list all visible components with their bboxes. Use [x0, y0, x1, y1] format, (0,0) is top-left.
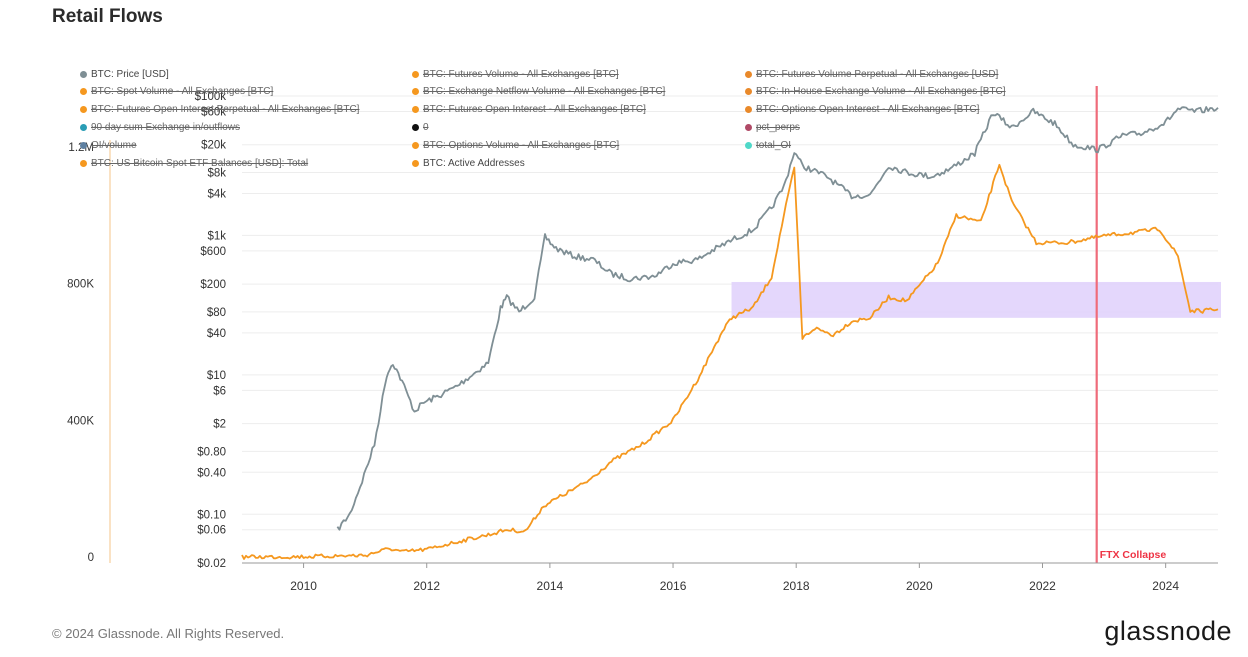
gridlines — [242, 95, 1218, 564]
right-tick-label: $600 — [200, 246, 226, 258]
left-tick-label: 800K — [67, 279, 94, 291]
legend-label: total_OI — [756, 139, 792, 151]
legend-label: pct_perps — [756, 121, 800, 133]
legend-item[interactable]: BTC: Price [USD] — [80, 67, 169, 81]
legend-label: BTC: Futures Open Interest Perpetual - A… — [91, 104, 360, 116]
right-tick-label: $60k — [201, 106, 226, 118]
x-tick-label: 2024 — [1152, 579, 1179, 593]
price-line — [336, 106, 1219, 531]
legend-label: BTC: Futures Volume Perpetual - All Exch… — [756, 68, 999, 80]
right-tick-label: $1k — [207, 230, 226, 242]
x-tick-label: 2014 — [537, 579, 564, 593]
legend-label: BTC: Futures Volume - All Exchanges [BTC… — [423, 68, 619, 80]
legend-item[interactable]: 0 — [412, 120, 429, 134]
ftx-label: FTX Collapse — [1100, 549, 1167, 561]
legend-dot-icon — [412, 88, 419, 96]
legend-item[interactable]: OI/volume — [80, 138, 137, 152]
right-tick-label: $0.80 — [197, 446, 226, 458]
right-tick-label: $0.40 — [197, 467, 226, 479]
right-tick-label: $80 — [207, 307, 226, 319]
legend-label: OI/volume — [91, 139, 137, 151]
legend-item[interactable]: total_OI — [745, 138, 791, 152]
right-tick-label: $4k — [207, 188, 226, 200]
legend-label: 90 day sum Exchange in/outflows — [91, 121, 240, 133]
legend-dot-icon — [412, 141, 419, 149]
legend-item[interactable]: BTC: Active Addresses — [412, 156, 525, 170]
right-tick-label: $0.02 — [197, 558, 226, 570]
active-addresses-line — [241, 163, 1219, 560]
x-tick-label: 2010 — [290, 579, 317, 593]
x-tick-label: 2016 — [660, 579, 687, 593]
right-tick-label: $8k — [207, 167, 226, 179]
legend-item[interactable]: BTC: Futures Open Interest - All Exchang… — [412, 103, 646, 117]
shaded-band — [731, 281, 1221, 318]
copyright: © 2024 Glassnode. All Rights Reserved. — [52, 626, 285, 641]
legend-label: BTC: Options Open Interest - All Exchang… — [756, 104, 980, 116]
legend-label: 0 — [423, 121, 429, 133]
x-tick-label: 2020 — [906, 579, 933, 593]
right-axis: $0.02 $0.06 $0.10 $0.40 $0.80 $2 $6 $10 $40 $80 $2… — [195, 91, 227, 570]
right-tick-label: $40 — [207, 328, 226, 340]
right-tick-label: $10 — [207, 370, 226, 382]
legend-dot-icon — [745, 70, 752, 78]
legend-dot-icon — [745, 88, 752, 96]
legend-dot-icon — [80, 70, 87, 78]
legend-item[interactable]: BTC: Futures Volume Perpetual - All Exch… — [745, 67, 998, 81]
legend-dot-icon — [412, 106, 419, 114]
legend-item[interactable]: 90 day sum Exchange in/outflows — [80, 120, 240, 134]
legend-item[interactable]: BTC: Spot Volume - All Exchanges [BTC] — [80, 85, 273, 99]
legend-dot-icon — [80, 88, 87, 96]
legend-label: BTC: In-House Exchange Volume - All Exch… — [756, 86, 1006, 98]
legend-dot-icon — [80, 159, 87, 167]
x-tick-label: 2012 — [413, 579, 440, 593]
legend-dot-icon — [80, 141, 87, 149]
right-tick-label: $0.10 — [197, 509, 226, 521]
legend-item[interactable]: BTC: US Bitcoin Spot ETF Balances [USD]:… — [80, 156, 308, 170]
right-tick-label: $2 — [213, 419, 226, 431]
legend-item[interactable]: BTC: Options Volume - All Exchanges [BTC… — [412, 138, 619, 152]
legend-item[interactable]: BTC: Exchange Netflow Volume - All Excha… — [412, 85, 665, 99]
legend-dot-icon — [412, 70, 419, 78]
right-tick-label: $6 — [213, 385, 226, 397]
left-axis: 0400K800K1.2M — [67, 140, 111, 564]
right-tick-label: $100k — [195, 91, 227, 103]
legend-item[interactable]: BTC: Futures Volume - All Exchanges [BTC… — [412, 67, 619, 81]
page-title: Retail Flows — [52, 6, 163, 27]
brand-logo[interactable]: glassnode — [1104, 616, 1232, 646]
right-tick-label: $0.06 — [197, 525, 226, 537]
legend-label: BTC: Exchange Netflow Volume - All Excha… — [423, 86, 666, 98]
legend-label: BTC: Spot Volume - All Exchanges [BTC] — [91, 86, 274, 98]
legend-dot-icon — [412, 123, 419, 131]
right-tick-label: $20k — [201, 140, 226, 152]
right-tick-label: $200 — [200, 279, 226, 291]
left-tick-label: 0 — [88, 552, 94, 564]
legend-item[interactable]: BTC: In-House Exchange Volume - All Exch… — [745, 85, 1006, 99]
price-series — [336, 106, 1219, 531]
legend-label: BTC: Options Volume - All Exchanges [BTC… — [423, 139, 620, 151]
legend-label: BTC: US Bitcoin Spot ETF Balances [USD]:… — [91, 157, 309, 169]
legend-item[interactable]: BTC: Futures Open Interest Perpetual - A… — [80, 103, 359, 117]
left-tick-label: 400K — [67, 415, 94, 427]
x-tick-label: 2018 — [783, 579, 810, 593]
legend-dot-icon — [80, 123, 87, 131]
x-axis: 2010 2012 2014 2016 2018 2020 2022 2024 — [242, 562, 1218, 593]
active-addresses-series — [241, 163, 1219, 560]
x-tick-label: 2022 — [1029, 579, 1056, 593]
legend-dot-icon — [745, 141, 752, 149]
legend-item[interactable]: BTC: Options Open Interest - All Exchang… — [745, 103, 979, 117]
legend-dot-icon — [80, 106, 87, 114]
legend-label: BTC: Futures Open Interest - All Exchang… — [423, 104, 646, 116]
legend-item[interactable]: pct_perps — [745, 120, 800, 134]
legend-label: BTC: Price [USD] — [91, 68, 169, 80]
legend-dot-icon — [745, 106, 752, 114]
legend-dot-icon — [745, 123, 752, 131]
legend-label: BTC: Active Addresses — [423, 157, 525, 169]
legend-dot-icon — [412, 159, 419, 167]
